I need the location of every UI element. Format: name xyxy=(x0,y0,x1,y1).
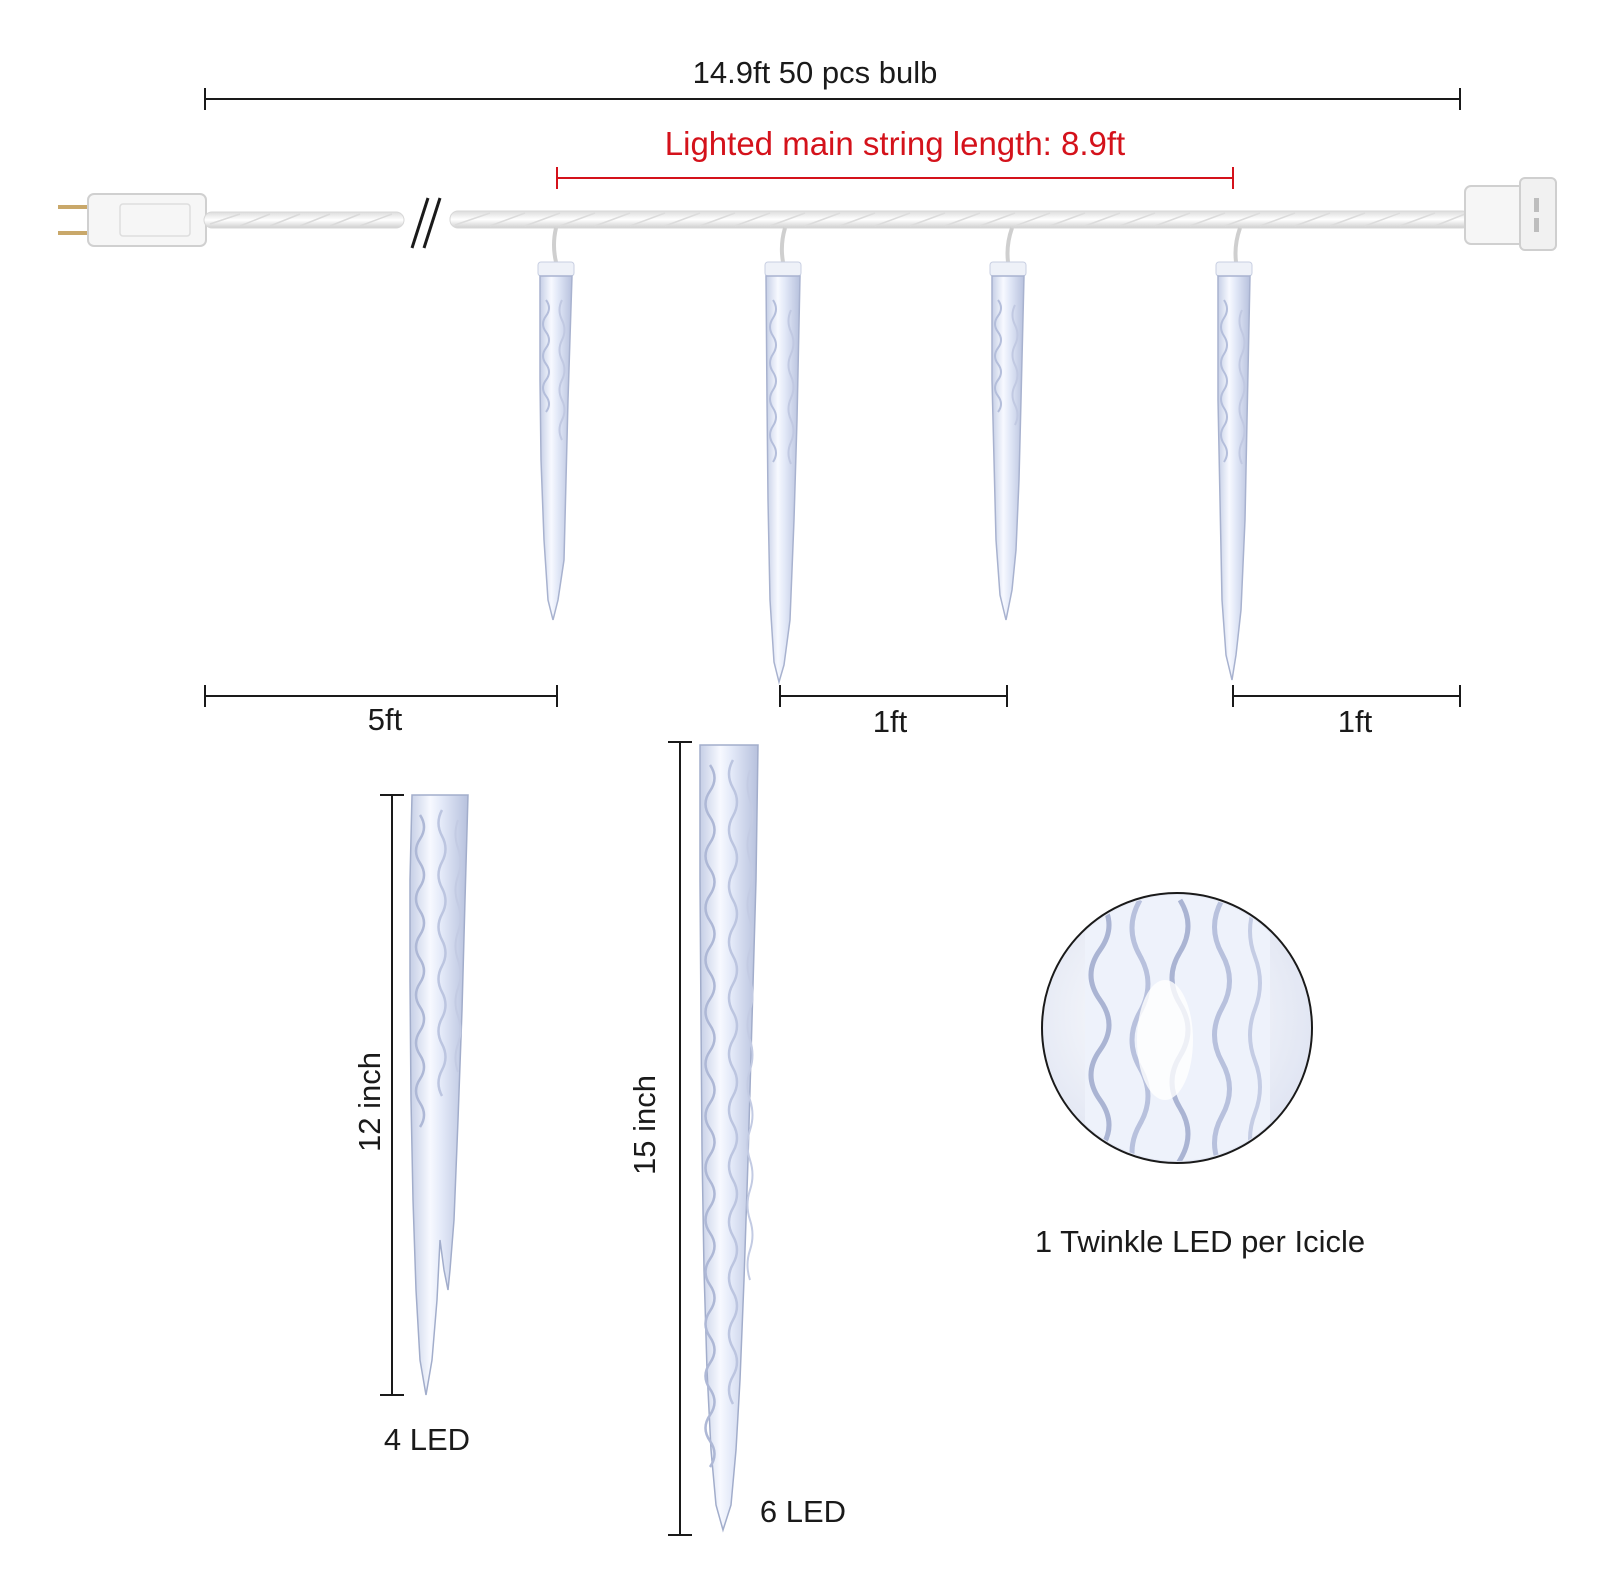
large-icicle-height-dimension: 15 inch xyxy=(627,741,692,1536)
male-plug-icon xyxy=(58,193,207,247)
wire-break-mark xyxy=(410,197,442,249)
led-detail-magnifier xyxy=(1041,892,1313,1164)
lead-wire xyxy=(203,211,405,229)
lighted-length-label: Lighted main string length: 8.9ft xyxy=(665,125,1125,162)
total-length-dimension: 14.9ft 50 pcs bulb xyxy=(204,55,1461,110)
icicle-3 xyxy=(989,227,1027,621)
small-icicle xyxy=(409,794,469,1396)
small-icicle-height-label: 12 inch xyxy=(352,1052,387,1152)
small-icicle-led-label: 4 LED xyxy=(384,1422,470,1457)
large-icicle xyxy=(699,744,759,1533)
large-icicle-height-label: 15 inch xyxy=(627,1075,662,1175)
icicle-1 xyxy=(537,227,575,621)
icicle-2 xyxy=(764,227,802,685)
large-icicle-led-label: 6 LED xyxy=(760,1494,846,1529)
small-icicle-height-dimension: 12 inch xyxy=(352,794,404,1396)
lighted-length-dimension: Lighted main string length: 8.9ft xyxy=(556,125,1234,189)
lead-length-dimension: 5ft xyxy=(204,685,558,737)
icicle-4 xyxy=(1215,227,1253,681)
spacing-label-1: 1ft xyxy=(873,704,908,739)
total-length-label: 14.9ft 50 pcs bulb xyxy=(693,55,938,90)
lead-length-label: 5ft xyxy=(368,702,403,737)
main-wire xyxy=(449,210,1471,229)
spacing-dimension-2: 1ft xyxy=(1232,685,1461,739)
spacing-label-2: 1ft xyxy=(1338,704,1373,739)
led-detail-caption: 1 Twinkle LED per Icicle xyxy=(1035,1224,1365,1259)
female-connector-icon xyxy=(1464,177,1557,251)
spacing-dimension-1: 1ft xyxy=(779,685,1008,739)
